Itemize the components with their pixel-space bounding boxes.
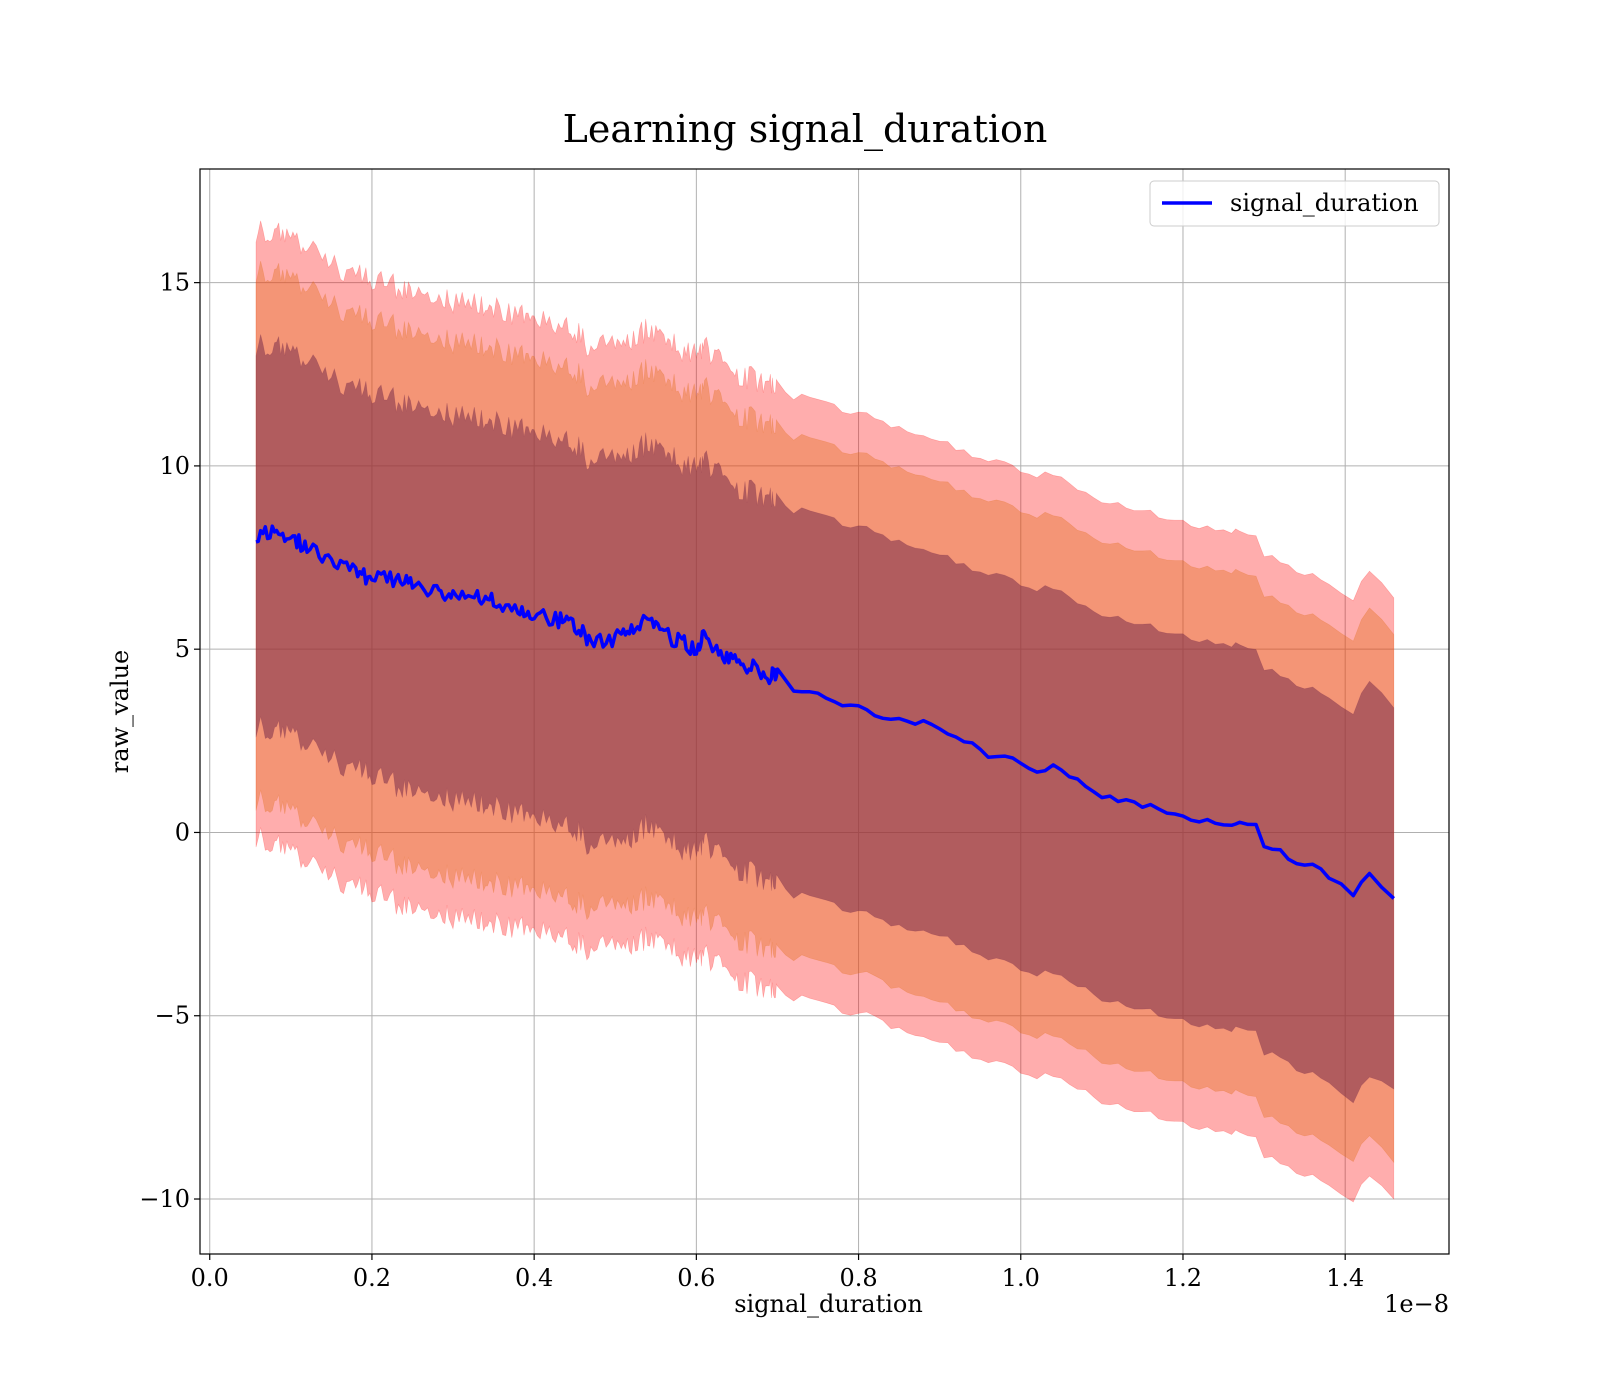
y-tick-label: 10: [159, 452, 190, 480]
legend: signal_duration: [1149, 180, 1440, 227]
chart-title: Learning signal_duration: [563, 107, 1048, 152]
x-tick-label: 1.4: [1326, 1264, 1364, 1292]
y-axis-label: raw_value: [106, 650, 134, 774]
y-axis-ticks: −10 −5 0 5 10 15: [139, 269, 200, 1213]
x-tick-label: 1.2: [1164, 1264, 1202, 1292]
x-tick-label: 0.0: [191, 1264, 229, 1292]
x-tick-label: 0.2: [353, 1264, 391, 1292]
series-lines: [255, 524, 1395, 900]
x-axis-ticks: 0.0 0.2 0.4 0.6 0.8 1.0 1.2 1.4: [191, 1254, 1364, 1292]
x-axis-label: signal_duration: [734, 1290, 923, 1318]
plot-frame: [199, 168, 1450, 1255]
x-tick-label: 1.0: [1002, 1264, 1040, 1292]
confidence-bands: [255, 220, 1395, 1203]
x-tick-label: 0.4: [515, 1264, 553, 1292]
x-axis-offset-label: 1e−8: [1384, 1290, 1449, 1318]
inner-confidence-band: [255, 334, 1395, 1104]
series-line-signal-duration: [255, 524, 1395, 900]
x-tick-label: 0.8: [839, 1264, 877, 1292]
x-tick-label: 0.6: [677, 1264, 715, 1292]
y-tick-label: −5: [155, 1002, 190, 1030]
y-tick-label: 15: [159, 269, 190, 297]
legend-label: signal_duration: [1230, 189, 1419, 217]
y-tick-label: −10: [139, 1185, 190, 1213]
y-tick-label: 0: [175, 818, 190, 846]
legend-box: [1149, 180, 1440, 227]
y-tick-label: 5: [175, 635, 190, 663]
